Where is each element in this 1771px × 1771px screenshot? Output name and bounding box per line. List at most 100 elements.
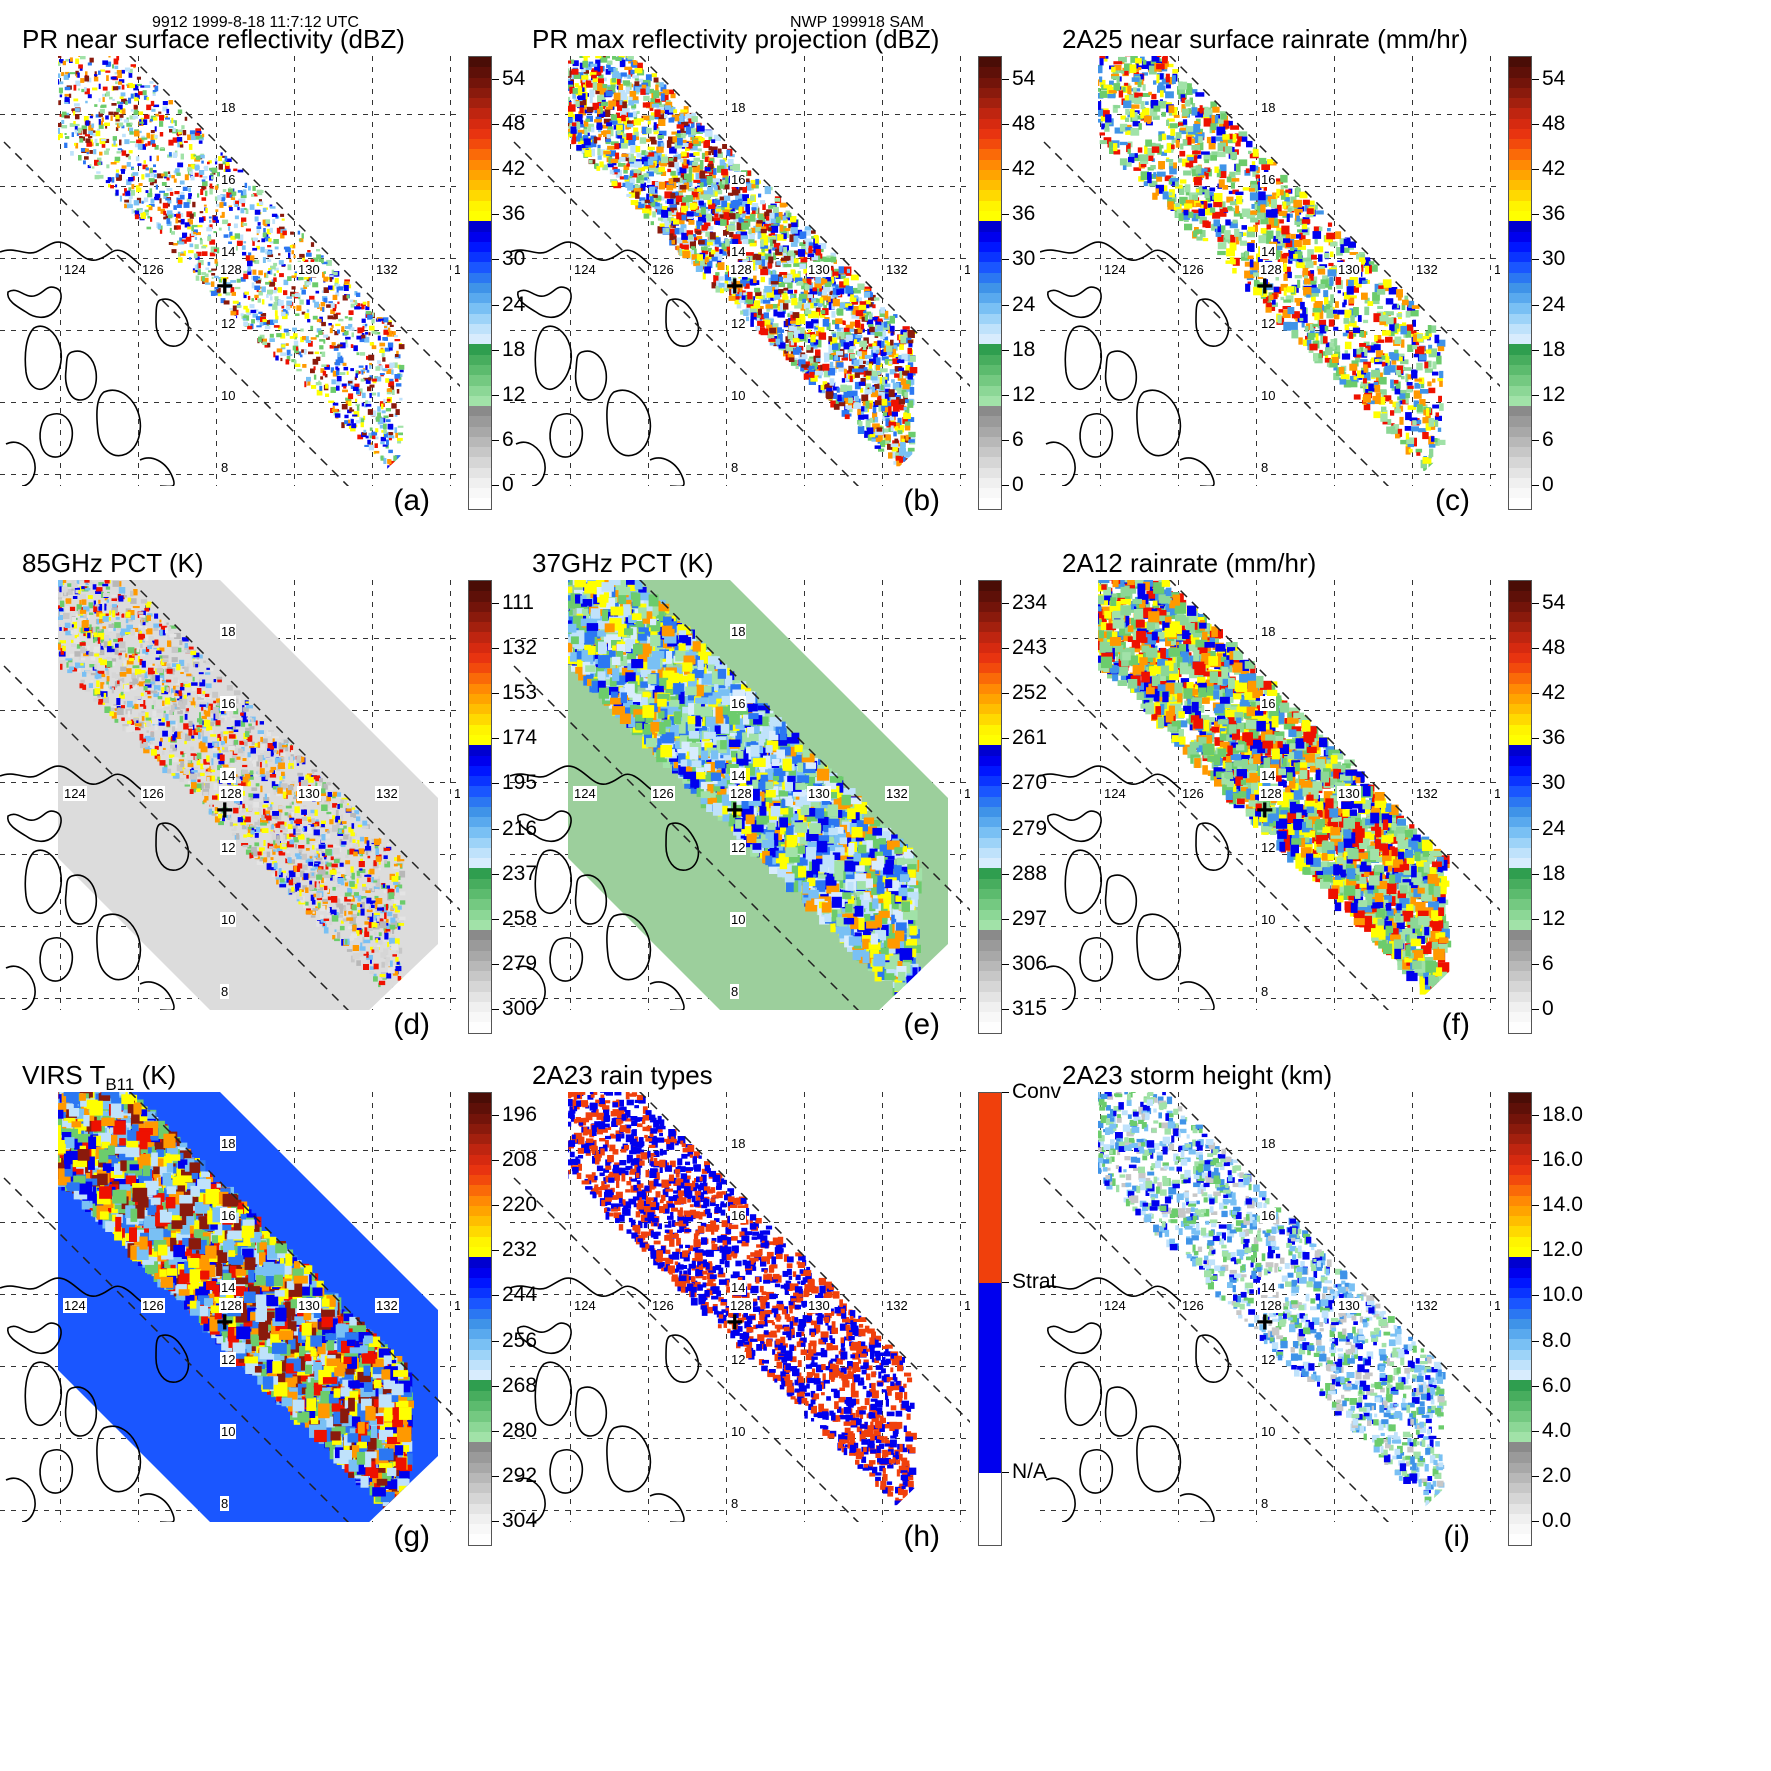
colorbar-segment (979, 87, 1001, 99)
colorbar-segment (469, 241, 491, 253)
colorbar-segment (979, 755, 1001, 766)
colorbar-segment (469, 1431, 491, 1443)
storm-center-marker: + (1256, 272, 1274, 302)
colorbar-segment (469, 344, 491, 355)
colorbar-segment (469, 1164, 491, 1176)
colorbar-tick (1532, 1205, 1539, 1206)
colorbar-segment (979, 98, 1001, 109)
storm-center-marker: + (726, 1308, 744, 1338)
gridline-lon (372, 56, 373, 486)
colorbar-segment (979, 149, 1001, 160)
lat-tick-label: 14 (1260, 244, 1277, 259)
colorbar-label: 12 (1542, 383, 1565, 407)
colorbar-segment (1509, 272, 1531, 283)
colorbar-tick (1532, 738, 1539, 740)
colorbar-segment (979, 663, 1001, 674)
colorbar-segment (1509, 847, 1531, 859)
panel-b: PR max reflectivity projection (dBZ) 124… (510, 22, 1035, 522)
panel-title-b: PR max reflectivity projection (dBZ) (532, 24, 939, 55)
colorbar-segment (469, 1442, 491, 1453)
colorbar-segment (1509, 1226, 1531, 1237)
lon-tick-label: 134 (453, 262, 460, 277)
colorbar-segment (979, 467, 1001, 478)
lon-tick-label: 132 (885, 262, 909, 277)
map-area-h: 12412612813013213418161412108+ (510, 1092, 970, 1522)
colorbar-segment (979, 868, 1001, 879)
colorbar-tick (1532, 693, 1539, 694)
colorbar-segment (1509, 1123, 1531, 1135)
colorbar-segment (469, 67, 491, 78)
colorbar-segment (1509, 98, 1531, 109)
colorbar-tick (1002, 1281, 1009, 1283)
colorbar-segment (469, 385, 491, 396)
colorbar-segment (1509, 1503, 1531, 1514)
colorbar-segment (1509, 262, 1531, 273)
colorbar-segment (1509, 488, 1531, 499)
colorbar-segment (469, 1257, 491, 1268)
colorbar-tick (492, 647, 499, 649)
colorbar-segment (979, 498, 1001, 509)
gridline-lon (60, 56, 61, 486)
gridline-lon (570, 1092, 571, 1522)
colorbar-tick (492, 1340, 499, 1342)
colorbar-label: 6 (1542, 952, 1554, 976)
colorbar-segment (469, 128, 491, 140)
colorbar-label: 279 (1012, 817, 1047, 841)
colorbar-tick (492, 738, 499, 740)
map-area-d: 12412612813013213418161412108+ (0, 580, 460, 1010)
lon-tick-label: 130 (1337, 786, 1361, 801)
colorbar-segment (469, 1472, 491, 1484)
colorbar-labels-g: 196 208 220 232 244 256 268 280 292 304 (492, 1092, 552, 1544)
colorbar-label: 300 (502, 997, 537, 1021)
colorbar-segment (979, 581, 1001, 592)
colorbar-label: 261 (1012, 726, 1047, 750)
colorbar-tick (1002, 828, 1009, 830)
lat-tick-label: 8 (1260, 1496, 1270, 1511)
gridline-lon (1490, 1092, 1491, 1522)
colorbar-segment (979, 262, 1001, 273)
colorbar-segment (1509, 1001, 1531, 1013)
colorbar-segment (469, 1267, 491, 1278)
lat-tick-label: 8 (1260, 460, 1270, 475)
colorbar-segment (1509, 765, 1531, 777)
lon-tick-label: 132 (375, 1298, 399, 1313)
colorbar-label: 36 (1542, 726, 1565, 750)
colorbar-tick (492, 78, 499, 80)
colorbar-segment (979, 652, 1001, 664)
colorbar-segment (1509, 180, 1531, 191)
colorbar-segment (979, 210, 1001, 222)
colorbar-segment (1509, 899, 1531, 910)
colorbar-labels-i: 18.0 16.0 14.0 12.0 10.0 8.0 6.0 4.0 2.0 0.0 (1532, 1092, 1592, 1544)
colorbar-label: 111 (502, 591, 534, 615)
colorbar-segment (1509, 981, 1531, 992)
colorbar-segment (469, 139, 491, 150)
colorbar-segment (979, 745, 1001, 756)
gridline-lon (648, 56, 649, 486)
colorbar-segment (979, 77, 1001, 88)
gridline-lat (1040, 474, 1500, 475)
lon-tick-label: 130 (297, 262, 321, 277)
colorbar-segment (1509, 128, 1531, 140)
colorbar-label: 0.0 (1542, 1509, 1571, 1533)
colorbar-segment (1509, 436, 1531, 448)
colorbar-tick (492, 169, 499, 170)
colorbar-segment (979, 734, 1001, 746)
colorbar-tick (1532, 214, 1539, 216)
colorbar-segment (979, 169, 1001, 181)
colorbar-segment (469, 950, 491, 961)
colorbar-segment (1509, 632, 1531, 643)
lat-tick-label: 12 (1260, 316, 1277, 331)
colorbar-d (468, 580, 492, 1034)
colorbar-segment (1509, 611, 1531, 623)
colorbar-tick (1532, 78, 1539, 80)
lon-tick-label: 134 (453, 786, 460, 801)
colorbar-segment (469, 1359, 491, 1371)
colorbar-segment (1509, 1483, 1531, 1494)
panel-title-prefix: VIRS T (22, 1060, 105, 1090)
colorbar-tick (1532, 440, 1539, 442)
colorbar-segment (979, 724, 1001, 735)
colorbar-segment (1509, 354, 1531, 365)
colorbar-segment (1509, 375, 1531, 386)
colorbar-label: 234 (1012, 591, 1047, 615)
gridline-lon (1412, 1092, 1413, 1522)
